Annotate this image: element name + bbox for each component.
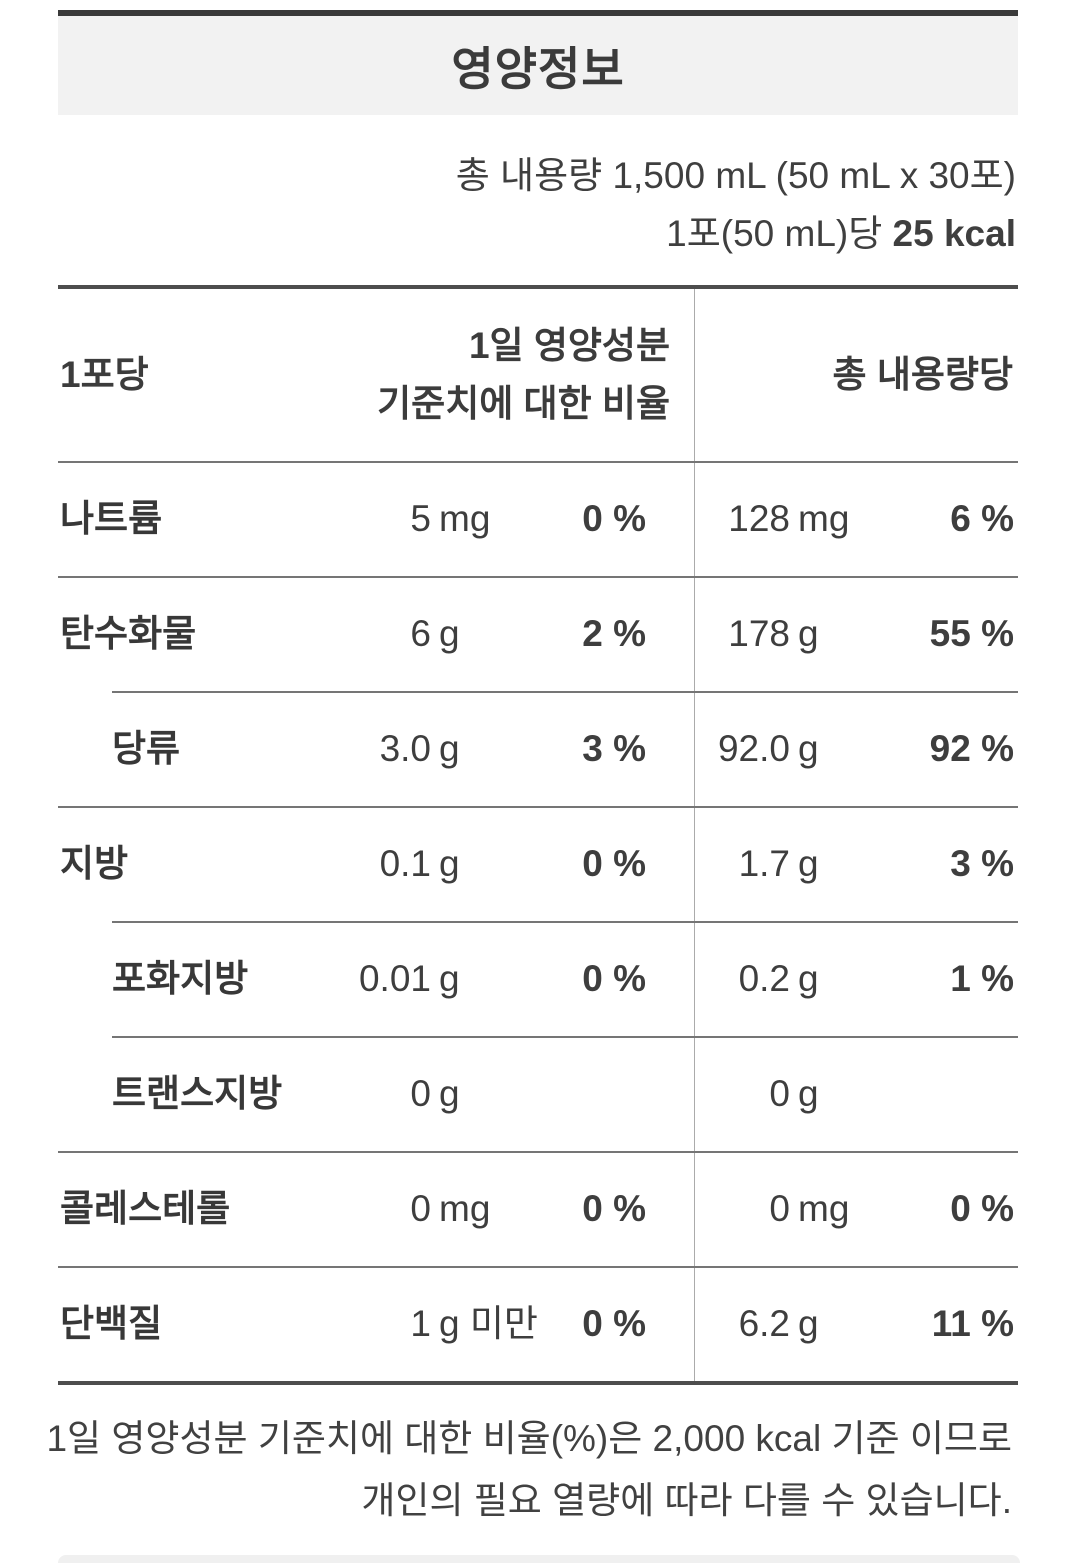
nutrient-name: 트랜스지방 (112, 1073, 283, 1114)
per-pack-unit: g (439, 613, 460, 654)
column-divider-line (694, 289, 695, 1381)
total-daily-value: 0 % (950, 1188, 1014, 1229)
total-volume-line: 총 내용량 1,500 mL (50 mL x 30포) (455, 155, 1016, 196)
nutrient-name: 탄수화물 (60, 613, 197, 654)
total-unit: g (798, 1073, 819, 1114)
header-total: 총 내용량당 (832, 354, 1013, 395)
per-pack-amount: 3.0 (379, 728, 431, 769)
table-row: 나트륨 5 mg 0 % 128 mg 6 % (58, 461, 1018, 576)
per-pack-unit: g (439, 728, 460, 769)
per-serving-kcal: 25 kcal (892, 213, 1016, 254)
nutrient-name: 나트륨 (60, 498, 163, 539)
total-amount: 1.7 (738, 843, 790, 884)
top-accent-bar (58, 10, 1018, 16)
total-amount: 128 (728, 498, 790, 539)
total-unit: g (798, 728, 819, 769)
next-section-edge (58, 1555, 1020, 1563)
total-daily-value: 55 % (929, 613, 1014, 654)
total-daily-value: 1 % (950, 958, 1014, 999)
page-title: 영양정보 (451, 42, 625, 95)
nutrient-name: 콜레스테롤 (60, 1188, 231, 1229)
table-row: 탄수화물 6 g 2 % 178 g 55 % (58, 576, 1018, 691)
total-daily-value: 6 % (950, 498, 1014, 539)
total-amount: 0 (769, 1188, 790, 1229)
per-pack-daily-value: 0 % (582, 958, 646, 999)
total-unit: mg (798, 498, 850, 539)
nutrient-name: 포화지방 (112, 958, 249, 999)
per-pack-unit: g (439, 958, 460, 999)
total-daily-value: 92 % (929, 728, 1014, 769)
total-unit: g (798, 958, 819, 999)
per-pack-daily-value: 2 % (582, 613, 646, 654)
per-pack-amount: 0.01 (358, 958, 431, 999)
per-pack-unit: mg (439, 498, 491, 539)
footnote-line2: 개인의 필요 열량에 따라 다를 수 있습니다. (361, 1480, 1012, 1521)
nutrition-table: 1포당 1일 영양성분 기준치에 대한 비율 총 내용량당 나트륨 5 mg 0… (58, 285, 1018, 1385)
per-pack-amount: 0.1 (379, 843, 431, 884)
total-amount: 0.2 (738, 958, 790, 999)
per-pack-amount: 0 (410, 1188, 431, 1229)
nutrient-name: 단백질 (60, 1303, 163, 1344)
per-serving-line: 1포(50 mL)당 25 kcal (666, 203, 1016, 257)
total-unit: g (798, 1303, 819, 1344)
per-pack-daily-value: 0 % (582, 1188, 646, 1229)
per-pack-amount: 1 (410, 1303, 431, 1344)
header-daily-value-line2: 기준치에 대한 비율 (377, 383, 670, 424)
total-daily-value: 11 % (931, 1303, 1014, 1344)
nutrient-name: 당류 (112, 728, 181, 769)
per-pack-unit: g (439, 843, 460, 884)
total-amount: 6.2 (738, 1303, 790, 1344)
total-amount: 0 (769, 1073, 790, 1114)
table-header-row: 1포당 1일 영양성분 기준치에 대한 비율 총 내용량당 (58, 289, 1018, 461)
total-amount: 92.0 (717, 728, 790, 769)
header-daily-value: 1일 영양성분 기준치에 대한 비율 (58, 317, 670, 433)
footnote: 1일 영양성분 기준치에 대한 비율(%)은 2,000 kcal 기준 이므로… (46, 1408, 1012, 1532)
total-daily-value (868, 1036, 1014, 1151)
per-pack-daily-value (488, 1036, 646, 1151)
table-row: 포화지방 0.01 g 0 % 0.2 g 1 % (58, 921, 1018, 1036)
total-unit: mg (798, 1188, 850, 1229)
per-pack-unit: g (439, 1073, 460, 1114)
total-unit: g (798, 843, 819, 884)
nutrient-name: 지방 (60, 843, 129, 884)
table-body: 나트륨 5 mg 0 % 128 mg 6 % 탄수화물 6 g 2 % 178… (58, 461, 1018, 1381)
total-unit: g (798, 613, 819, 654)
table-row: 트랜스지방 0 g 0 g (58, 1036, 1018, 1151)
table-row: 콜레스테롤 0 mg 0 % 0 mg 0 % (58, 1151, 1018, 1266)
per-serving-prefix: 1포(50 mL)당 (666, 213, 893, 254)
footnote-line1: 1일 영양성분 기준치에 대한 비율(%)은 2,000 kcal 기준 이므로 (46, 1418, 1012, 1459)
per-pack-daily-value: 0 % (582, 498, 646, 539)
table-row: 당류 3.0 g 3 % 92.0 g 92 % (58, 691, 1018, 806)
total-daily-value: 3 % (950, 843, 1014, 884)
per-pack-amount: 5 (410, 498, 431, 539)
total-amount: 178 (728, 613, 790, 654)
per-pack-unit: mg (439, 1188, 491, 1229)
title-box: 영양정보 (58, 16, 1018, 115)
per-pack-daily-value: 0 % (582, 1303, 646, 1344)
header-per-pack: 1포당 (60, 354, 149, 395)
per-pack-daily-value: 3 % (582, 728, 646, 769)
per-pack-amount: 0 (410, 1073, 431, 1114)
per-pack-daily-value: 0 % (582, 843, 646, 884)
per-pack-unit: g 미만 (439, 1303, 538, 1344)
header-daily-value-line1: 1일 영양성분 (468, 325, 670, 366)
per-pack-amount: 6 (410, 613, 431, 654)
table-row: 지방 0.1 g 0 % 1.7 g 3 % (58, 806, 1018, 921)
table-row: 단백질 1 g 미만 0 % 6.2 g 11 % (58, 1266, 1018, 1381)
